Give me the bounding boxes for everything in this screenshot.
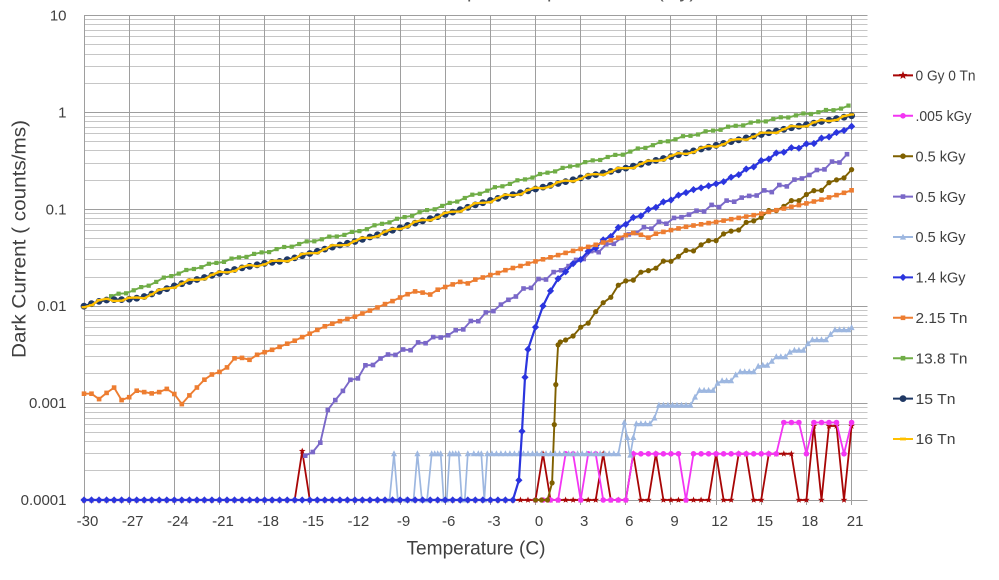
svg-text:15: 15 bbox=[756, 513, 773, 530]
svg-text:Temperature (C): Temperature (C) bbox=[407, 538, 546, 560]
svg-text:-18: -18 bbox=[257, 513, 279, 530]
svg-text:0.5 kGy: 0.5 kGy bbox=[916, 148, 966, 165]
svg-text:2.15 Tn: 2.15 Tn bbox=[916, 310, 968, 327]
svg-text:0 Gy 0 Tn: 0 Gy 0 Tn bbox=[916, 68, 976, 85]
svg-text:0.5 kGy: 0.5 kGy bbox=[916, 229, 966, 246]
svg-text:15 Tn: 15 Tn bbox=[916, 391, 956, 408]
svg-text:0.1: 0.1 bbox=[46, 201, 67, 218]
svg-text:16 Tn: 16 Tn bbox=[916, 431, 956, 448]
svg-text:-6: -6 bbox=[442, 513, 455, 530]
svg-text:18: 18 bbox=[802, 513, 819, 530]
svg-text:12: 12 bbox=[711, 513, 728, 530]
svg-text:13.8 Tn: 13.8 Tn bbox=[916, 350, 968, 367]
svg-text:Dark Current ( counts/ms): Dark Current ( counts/ms) bbox=[9, 120, 31, 358]
svg-text:0.01: 0.01 bbox=[37, 298, 66, 315]
svg-text:-24: -24 bbox=[167, 513, 189, 530]
svg-text:9: 9 bbox=[670, 513, 678, 530]
svg-text:-12: -12 bbox=[348, 513, 370, 530]
svg-text:-9: -9 bbox=[397, 513, 410, 530]
svg-text:0.5 kGy: 0.5 kGy bbox=[916, 189, 966, 206]
svg-text:-21: -21 bbox=[212, 513, 234, 530]
svg-text:-15: -15 bbox=[302, 513, 324, 530]
svg-text:-27: -27 bbox=[122, 513, 144, 530]
svg-text:1: 1 bbox=[58, 104, 66, 121]
svg-text:0.0001: 0.0001 bbox=[21, 492, 67, 509]
svg-text:1.4 kGy: 1.4 kGy bbox=[916, 270, 966, 287]
svg-text:0: 0 bbox=[535, 513, 543, 530]
svg-text:-3: -3 bbox=[487, 513, 500, 530]
svg-text:Dark Current vs Temperature po: Dark Current vs Temperature post Anneal … bbox=[284, 0, 696, 3]
svg-text:.005 kGy: .005 kGy bbox=[916, 108, 972, 125]
svg-text:21: 21 bbox=[847, 513, 864, 530]
svg-text:10: 10 bbox=[50, 8, 67, 25]
svg-text:3: 3 bbox=[580, 513, 588, 530]
svg-text:-30: -30 bbox=[77, 513, 99, 530]
svg-text:0.001: 0.001 bbox=[29, 395, 67, 412]
svg-text:6: 6 bbox=[625, 513, 633, 530]
